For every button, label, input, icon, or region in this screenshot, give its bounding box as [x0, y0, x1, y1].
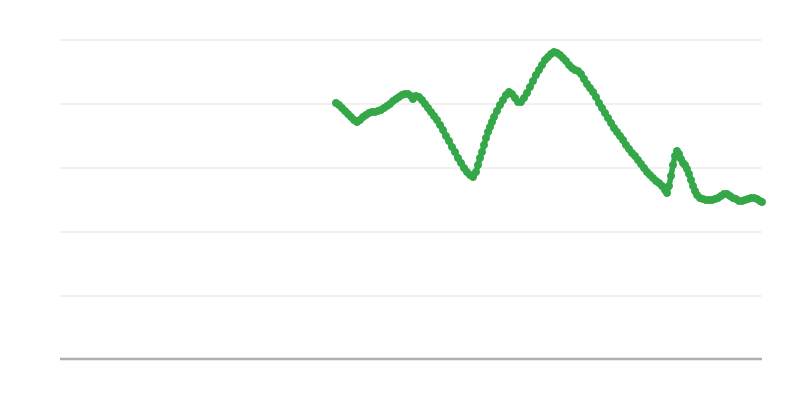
sparkline-series-markers: [332, 48, 766, 206]
data-point-marker: [493, 107, 501, 115]
data-point-marker: [665, 182, 673, 190]
data-point-marker: [663, 189, 671, 197]
data-point-marker: [490, 113, 498, 121]
data-point-marker: [529, 77, 537, 85]
data-point-marker: [526, 83, 534, 91]
data-point-marker: [451, 148, 459, 156]
data-point-marker: [480, 141, 488, 149]
data-point-marker: [758, 198, 766, 206]
data-point-marker: [478, 148, 486, 156]
data-point-marker: [667, 172, 675, 180]
data-point-marker: [592, 93, 600, 101]
data-point-marker: [472, 168, 480, 176]
sparkline-series-path: [333, 49, 765, 205]
data-point-marker: [474, 161, 482, 169]
data-point-marker: [445, 137, 453, 145]
data-point-marker: [439, 126, 447, 134]
data-point-marker: [669, 161, 677, 169]
data-point-marker: [523, 89, 531, 97]
